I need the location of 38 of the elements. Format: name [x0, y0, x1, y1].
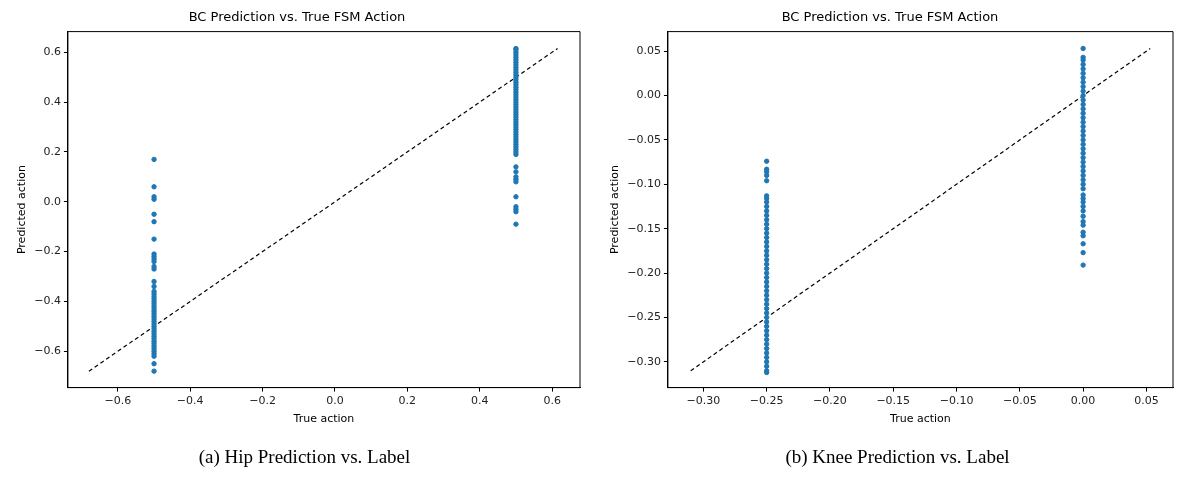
y-tick-label: −0.20 [626, 265, 661, 279]
y-tick-label: −0.6 [33, 344, 61, 358]
y-tick-label: −0.10 [626, 177, 661, 191]
y-tick-label: 0.00 [635, 88, 661, 102]
x-tick-label: −0.15 [875, 394, 910, 408]
x-tick-label: −0.6 [103, 394, 131, 408]
chart-title: BC Prediction vs. True FSM Action [781, 9, 998, 25]
y-tick-label: −0.30 [626, 354, 661, 368]
x-tick-label: −0.25 [749, 394, 784, 408]
x-tick-label: 0.6 [542, 394, 561, 408]
x-tick-label: −0.30 [685, 394, 720, 408]
y-tick-label: 0.05 [635, 43, 661, 57]
x-tick-label: 0.00 [1070, 394, 1095, 408]
y-tick-label: −0.2 [33, 244, 61, 258]
y-tick-label: 0.0 [42, 194, 61, 208]
x-tick-label: −0.2 [248, 394, 276, 408]
x-tick-label: −0.10 [939, 394, 973, 408]
text: (b) Knee Prediction vs. Label [785, 446, 1010, 468]
x-axis-title: True action [888, 412, 951, 426]
x-tick-label: 0.0 [325, 394, 344, 408]
y-tick-label: −0.15 [626, 221, 661, 235]
y-axis-title: Predicted action [14, 165, 28, 255]
y-axis-title: Predicted action [607, 165, 621, 255]
y-tick-label: 0.4 [42, 94, 61, 108]
y-tick-label: −0.05 [626, 132, 661, 146]
x-axis-title: True action [292, 412, 354, 426]
x-tick-label: 0.2 [398, 394, 416, 408]
y-tick-label: −0.4 [33, 294, 61, 308]
x-tick-label: −0.4 [176, 394, 204, 408]
x-tick-label: −0.05 [1002, 394, 1037, 408]
y-tick-label: −0.25 [626, 310, 661, 324]
x-tick-label: −0.20 [812, 394, 847, 408]
text: (a) Hip Prediction vs. Label [198, 446, 411, 468]
y-tick-label: 0.6 [42, 45, 61, 59]
chart-title: BC Prediction vs. True FSM Action [188, 9, 405, 25]
x-tick-label: 0.4 [470, 394, 488, 408]
y-tick-label: 0.2 [42, 144, 61, 158]
x-tick-label: 0.05 [1133, 394, 1159, 408]
